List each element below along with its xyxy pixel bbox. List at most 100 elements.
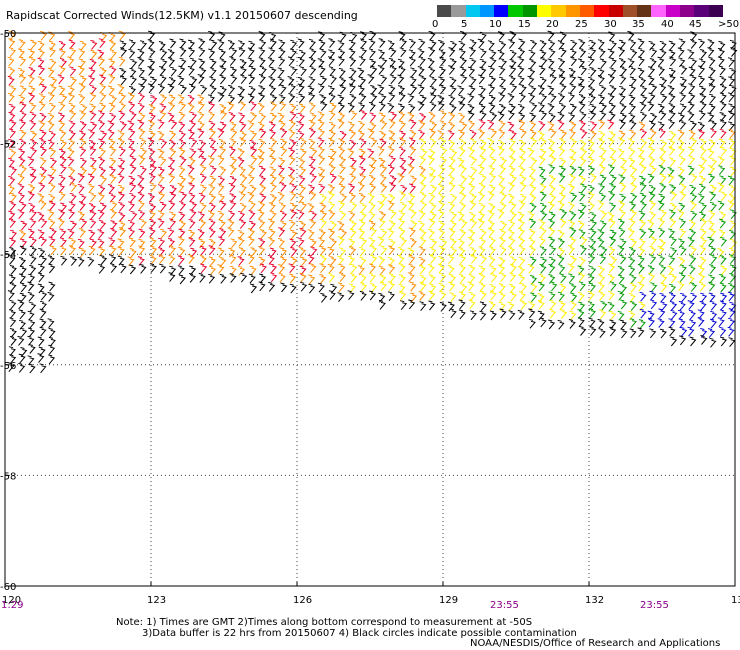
wind-barb	[619, 103, 627, 113]
wind-barb	[289, 183, 297, 194]
wind-barb	[719, 175, 727, 186]
wind-barb	[539, 263, 547, 274]
wind-barb	[488, 236, 496, 247]
wind-barb	[427, 155, 435, 166]
note-line-1: Note: 1) Times are GMT 2)Times along bot…	[116, 617, 533, 628]
wind-barb	[7, 56, 15, 67]
wind-barb	[269, 166, 277, 177]
wind-barb	[8, 103, 16, 114]
wind-barb	[59, 164, 67, 175]
wind-barb	[320, 101, 328, 111]
wind-barb	[589, 173, 597, 184]
wind-barb	[317, 58, 325, 68]
wind-barb	[117, 84, 125, 94]
wind-barb	[278, 56, 286, 67]
wind-barb	[247, 254, 255, 265]
wind-barb	[199, 164, 207, 175]
wind-barb	[228, 210, 236, 221]
wind-barb	[338, 200, 346, 211]
wind-barb	[369, 183, 377, 194]
wind-barb	[188, 47, 196, 58]
wind-barb	[608, 102, 616, 113]
wind-barb	[598, 119, 606, 130]
wind-barb	[228, 94, 236, 105]
wind-barb	[359, 211, 367, 222]
wind-barb	[517, 103, 525, 114]
wind-barb	[148, 147, 156, 158]
wind-barb	[248, 273, 256, 284]
wind-barb	[228, 182, 236, 193]
wind-barb	[428, 128, 436, 139]
wind-barb	[157, 237, 165, 248]
wind-barb	[528, 308, 536, 319]
wind-barb	[548, 218, 556, 229]
wind-barb	[418, 256, 426, 267]
wind-barb	[328, 290, 336, 301]
wind-barb	[539, 246, 547, 257]
wind-barb	[119, 92, 127, 103]
wind-barb	[407, 93, 415, 104]
wind-barb	[399, 237, 407, 247]
wind-barb	[39, 129, 47, 140]
wind-barb	[49, 58, 57, 69]
wind-barb	[670, 309, 678, 320]
wind-barb	[729, 229, 737, 240]
wind-barb	[639, 101, 647, 112]
wind-barb	[659, 110, 667, 121]
wind-barb	[109, 112, 117, 123]
wind-barb	[458, 273, 466, 284]
wind-barb	[139, 165, 147, 176]
wind-barb	[119, 263, 127, 274]
wind-barb	[248, 74, 256, 85]
wind-barb	[399, 157, 407, 168]
wind-barb	[278, 47, 286, 58]
wind-barb	[677, 238, 685, 249]
wind-barb	[387, 291, 395, 302]
wind-barb	[319, 202, 327, 213]
wind-barb	[147, 39, 155, 49]
wind-barb	[318, 229, 326, 239]
wind-barb	[308, 164, 316, 175]
wind-barb	[428, 192, 436, 203]
wind-barb	[498, 129, 506, 140]
wind-barb	[68, 130, 76, 140]
wind-barb	[509, 49, 517, 60]
wind-barb	[407, 156, 415, 166]
wind-barb	[288, 129, 296, 140]
wind-barb	[158, 191, 166, 202]
wind-barb	[530, 157, 538, 167]
wind-barb	[518, 245, 526, 256]
wind-barb	[159, 103, 167, 114]
wind-barb	[618, 227, 626, 238]
wind-barb	[578, 101, 586, 112]
wind-barb	[620, 157, 628, 168]
wind-barb	[587, 147, 595, 158]
wind-barb	[709, 120, 717, 130]
wind-barb	[689, 245, 697, 256]
wind-barb	[478, 192, 486, 202]
wind-barb	[298, 247, 306, 257]
wind-barb	[708, 274, 716, 285]
wind-barb	[558, 74, 566, 85]
wind-barb	[437, 130, 445, 141]
wind-barb	[659, 183, 667, 193]
wind-barb	[208, 245, 216, 255]
wind-barb	[408, 103, 416, 114]
wind-barb	[659, 83, 667, 94]
wind-barb	[547, 85, 555, 96]
wind-barb	[319, 263, 327, 274]
wind-barb	[209, 67, 217, 78]
wind-barb	[178, 121, 186, 132]
wind-barb	[289, 191, 297, 202]
wind-barb	[187, 39, 195, 50]
wind-barb	[417, 84, 425, 95]
wind-barb	[578, 94, 586, 104]
wind-barb	[179, 201, 187, 211]
wind-barb	[337, 119, 345, 129]
wind-barb	[727, 326, 735, 337]
wind-barb	[288, 155, 296, 166]
wind-barb	[680, 292, 688, 303]
wind-barb	[349, 57, 357, 67]
wind-barb	[299, 148, 307, 159]
wind-barb	[137, 119, 145, 130]
